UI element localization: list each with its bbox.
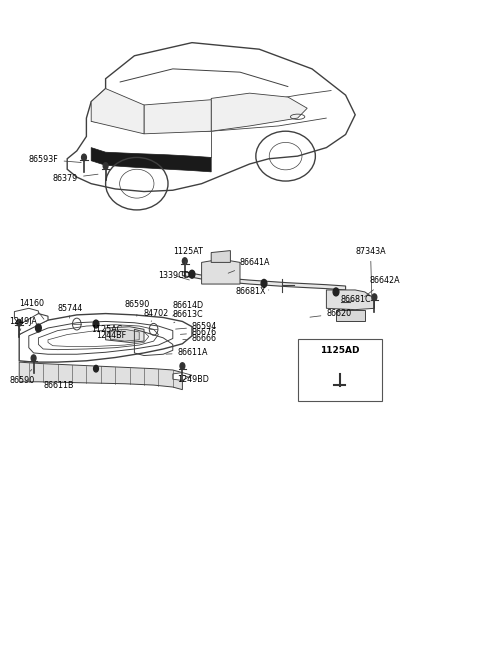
Text: 86590: 86590	[10, 369, 35, 385]
Text: 86666: 86666	[183, 334, 217, 343]
Polygon shape	[144, 100, 211, 134]
Polygon shape	[326, 290, 374, 310]
Text: 86676: 86676	[180, 328, 217, 337]
Text: 86614D: 86614D	[173, 301, 204, 316]
Polygon shape	[336, 310, 365, 321]
Text: 86641A: 86641A	[228, 258, 271, 273]
Circle shape	[103, 163, 108, 169]
Text: 1249BD: 1249BD	[178, 375, 209, 384]
Text: 86620: 86620	[310, 309, 351, 318]
Text: 1249JA: 1249JA	[10, 317, 37, 331]
Circle shape	[180, 363, 185, 369]
Polygon shape	[14, 308, 38, 325]
Bar	[298, 339, 382, 401]
Text: 86593F: 86593F	[29, 155, 81, 164]
Polygon shape	[173, 373, 192, 380]
Text: 87343A: 87343A	[355, 247, 386, 300]
Text: 86611A: 86611A	[166, 348, 208, 358]
Polygon shape	[91, 148, 211, 172]
Polygon shape	[19, 314, 48, 335]
Polygon shape	[67, 43, 355, 192]
Text: 84702: 84702	[144, 309, 169, 321]
Text: 86611B: 86611B	[43, 380, 74, 390]
Circle shape	[93, 320, 99, 328]
Polygon shape	[211, 93, 307, 131]
Text: 14160: 14160	[19, 298, 44, 319]
Circle shape	[337, 366, 343, 373]
Circle shape	[31, 355, 36, 361]
Polygon shape	[202, 259, 240, 284]
Circle shape	[82, 154, 86, 161]
Circle shape	[36, 324, 41, 332]
Text: 86379: 86379	[53, 174, 98, 183]
Text: 1125AC: 1125AC	[91, 325, 122, 334]
Text: 86642A: 86642A	[365, 276, 400, 297]
Circle shape	[333, 288, 339, 296]
Circle shape	[17, 319, 22, 326]
Polygon shape	[182, 272, 346, 290]
Polygon shape	[211, 251, 230, 262]
Text: 1125AT: 1125AT	[173, 247, 203, 265]
Text: 86594: 86594	[176, 322, 217, 331]
Polygon shape	[19, 362, 182, 390]
Text: 1339CD: 1339CD	[158, 271, 190, 280]
Circle shape	[94, 365, 98, 372]
Text: 86613C: 86613C	[173, 310, 204, 323]
Text: 86681C: 86681C	[341, 295, 372, 304]
Text: 85744: 85744	[58, 304, 83, 318]
Circle shape	[261, 279, 267, 287]
Text: 1244BF: 1244BF	[96, 331, 126, 340]
Polygon shape	[19, 314, 192, 362]
Polygon shape	[91, 89, 144, 134]
Polygon shape	[106, 327, 144, 342]
Polygon shape	[110, 329, 139, 341]
Circle shape	[189, 270, 195, 278]
Circle shape	[182, 258, 187, 264]
Circle shape	[372, 294, 377, 300]
Text: 86590: 86590	[125, 300, 150, 316]
Text: 1125AD: 1125AD	[320, 346, 360, 355]
Text: 86681X: 86681X	[235, 287, 269, 297]
